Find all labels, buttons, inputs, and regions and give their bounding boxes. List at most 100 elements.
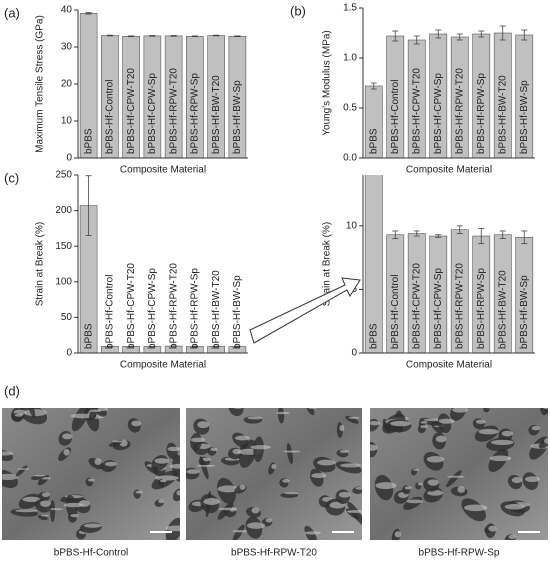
- pore: [347, 501, 362, 526]
- ridge: [233, 408, 243, 409]
- ridge: [265, 518, 273, 523]
- pore: [88, 408, 99, 420]
- ridge: [375, 482, 397, 490]
- ridge: [40, 500, 51, 508]
- category-label: bPBS-Hf-CPW-T20: [411, 68, 422, 154]
- ridge: [217, 485, 240, 493]
- ridge: [23, 409, 47, 417]
- ridge: [165, 525, 180, 532]
- category-label: bPBS-Hf-BW-T20: [497, 75, 508, 154]
- y-tick-label: 200: [55, 205, 72, 216]
- ridge: [435, 435, 447, 443]
- x-axis-label: Composite Material: [120, 360, 206, 371]
- x-axis-label: Composite Material: [120, 165, 206, 176]
- ridge: [282, 478, 290, 483]
- y-axis-label: Maximum Tensile Stress (GPa): [35, 15, 46, 153]
- panel-label: (b): [290, 3, 306, 18]
- category-label: bPBS-Hf-BW-T20: [211, 75, 222, 154]
- ridge: [486, 408, 491, 409]
- ridge: [176, 490, 180, 496]
- ridge: [311, 473, 327, 479]
- category-label: bPBS-Hf-RPW-T20: [168, 263, 179, 349]
- category-label: bPBS-Hf-RPW-Sp: [476, 73, 487, 154]
- pore: [483, 408, 490, 413]
- ridge: [186, 469, 200, 474]
- y-tick-label: 20: [61, 79, 73, 90]
- plot: [79, 12, 247, 158]
- y-axis-label: Young's Modulus (MPa): [322, 30, 333, 135]
- ridge: [34, 474, 46, 477]
- y-tick-label: 100: [55, 276, 72, 287]
- ridge: [394, 531, 402, 538]
- chart: Strain at Break (%)Composite Material051…: [322, 175, 535, 371]
- ridge: [490, 439, 514, 445]
- image-background: [186, 408, 362, 540]
- ridge: [232, 530, 249, 533]
- category-label: bPBS-Hf-BW-T20: [497, 270, 508, 349]
- pore: [217, 502, 234, 520]
- pore: [304, 525, 318, 540]
- ridge: [210, 447, 218, 452]
- pore: [30, 475, 45, 480]
- x-axis-label: Composite Material: [406, 165, 492, 176]
- ridge: [247, 416, 263, 420]
- ridge: [40, 514, 49, 517]
- ridge: [276, 411, 290, 415]
- image-caption: bPBS-Hf-RPW-Sp: [419, 548, 500, 559]
- ridge: [413, 468, 420, 471]
- ridge: [104, 461, 117, 467]
- ridge: [167, 446, 180, 452]
- category-label: bPBS-Hf-CPW-T20: [126, 68, 137, 154]
- ridge: [423, 418, 442, 422]
- ridge: [190, 437, 206, 443]
- ridge: [438, 418, 455, 424]
- ridge: [218, 507, 237, 511]
- ridge: [452, 408, 468, 413]
- ridge: [489, 455, 512, 462]
- ridge: [154, 475, 179, 481]
- ridge: [14, 413, 23, 417]
- ridge: [70, 413, 95, 419]
- image-background: [2, 408, 180, 540]
- ridge: [525, 476, 540, 483]
- ridge: [201, 457, 211, 462]
- sem-image: [186, 408, 362, 540]
- zoom-arrow: [249, 277, 361, 344]
- category-label: bPBS-Hf-CPW-T20: [411, 263, 422, 349]
- ridge: [15, 509, 38, 513]
- category-label: bPBS-Hf-CPW-Sp: [433, 73, 444, 154]
- ridge: [154, 458, 169, 464]
- y-tick-label: 150: [55, 241, 72, 252]
- ridge: [62, 433, 73, 440]
- panel-label: (d): [4, 383, 20, 398]
- ridge: [317, 459, 336, 466]
- ridge: [404, 486, 412, 490]
- ridge: [2, 473, 19, 481]
- plot: [79, 175, 247, 353]
- category-label: bPBS-Hf-RPW-T20: [454, 263, 465, 349]
- category-label: bPBS-Hf-Control: [105, 80, 116, 154]
- category-label: bPBS-Hf-Control: [390, 80, 401, 154]
- ridge: [488, 525, 497, 532]
- ridge: [250, 445, 271, 450]
- ridge: [89, 409, 102, 412]
- ridge: [339, 424, 345, 432]
- category-label: bPBS-Hf-Control: [105, 275, 116, 349]
- pore: [277, 408, 285, 424]
- pore: [306, 408, 315, 416]
- ridge: [339, 449, 350, 453]
- category-label: bPBS-Hf-Control: [390, 275, 401, 349]
- ridge: [87, 478, 95, 482]
- panel-label: (a): [4, 5, 20, 20]
- category-label: bPBS-Hf-CPW-Sp: [147, 268, 158, 349]
- ridge: [271, 463, 277, 470]
- y-tick-label: 0.0: [343, 153, 357, 164]
- category-label: bPBS-Hf-BW-Sp: [232, 80, 243, 154]
- bar: [364, 175, 383, 353]
- ridge: [390, 420, 411, 427]
- ridge: [196, 464, 216, 467]
- ridge: [508, 534, 516, 539]
- ridge: [348, 416, 360, 419]
- category-label: bPBS-Hf-RPW-Sp: [190, 73, 201, 154]
